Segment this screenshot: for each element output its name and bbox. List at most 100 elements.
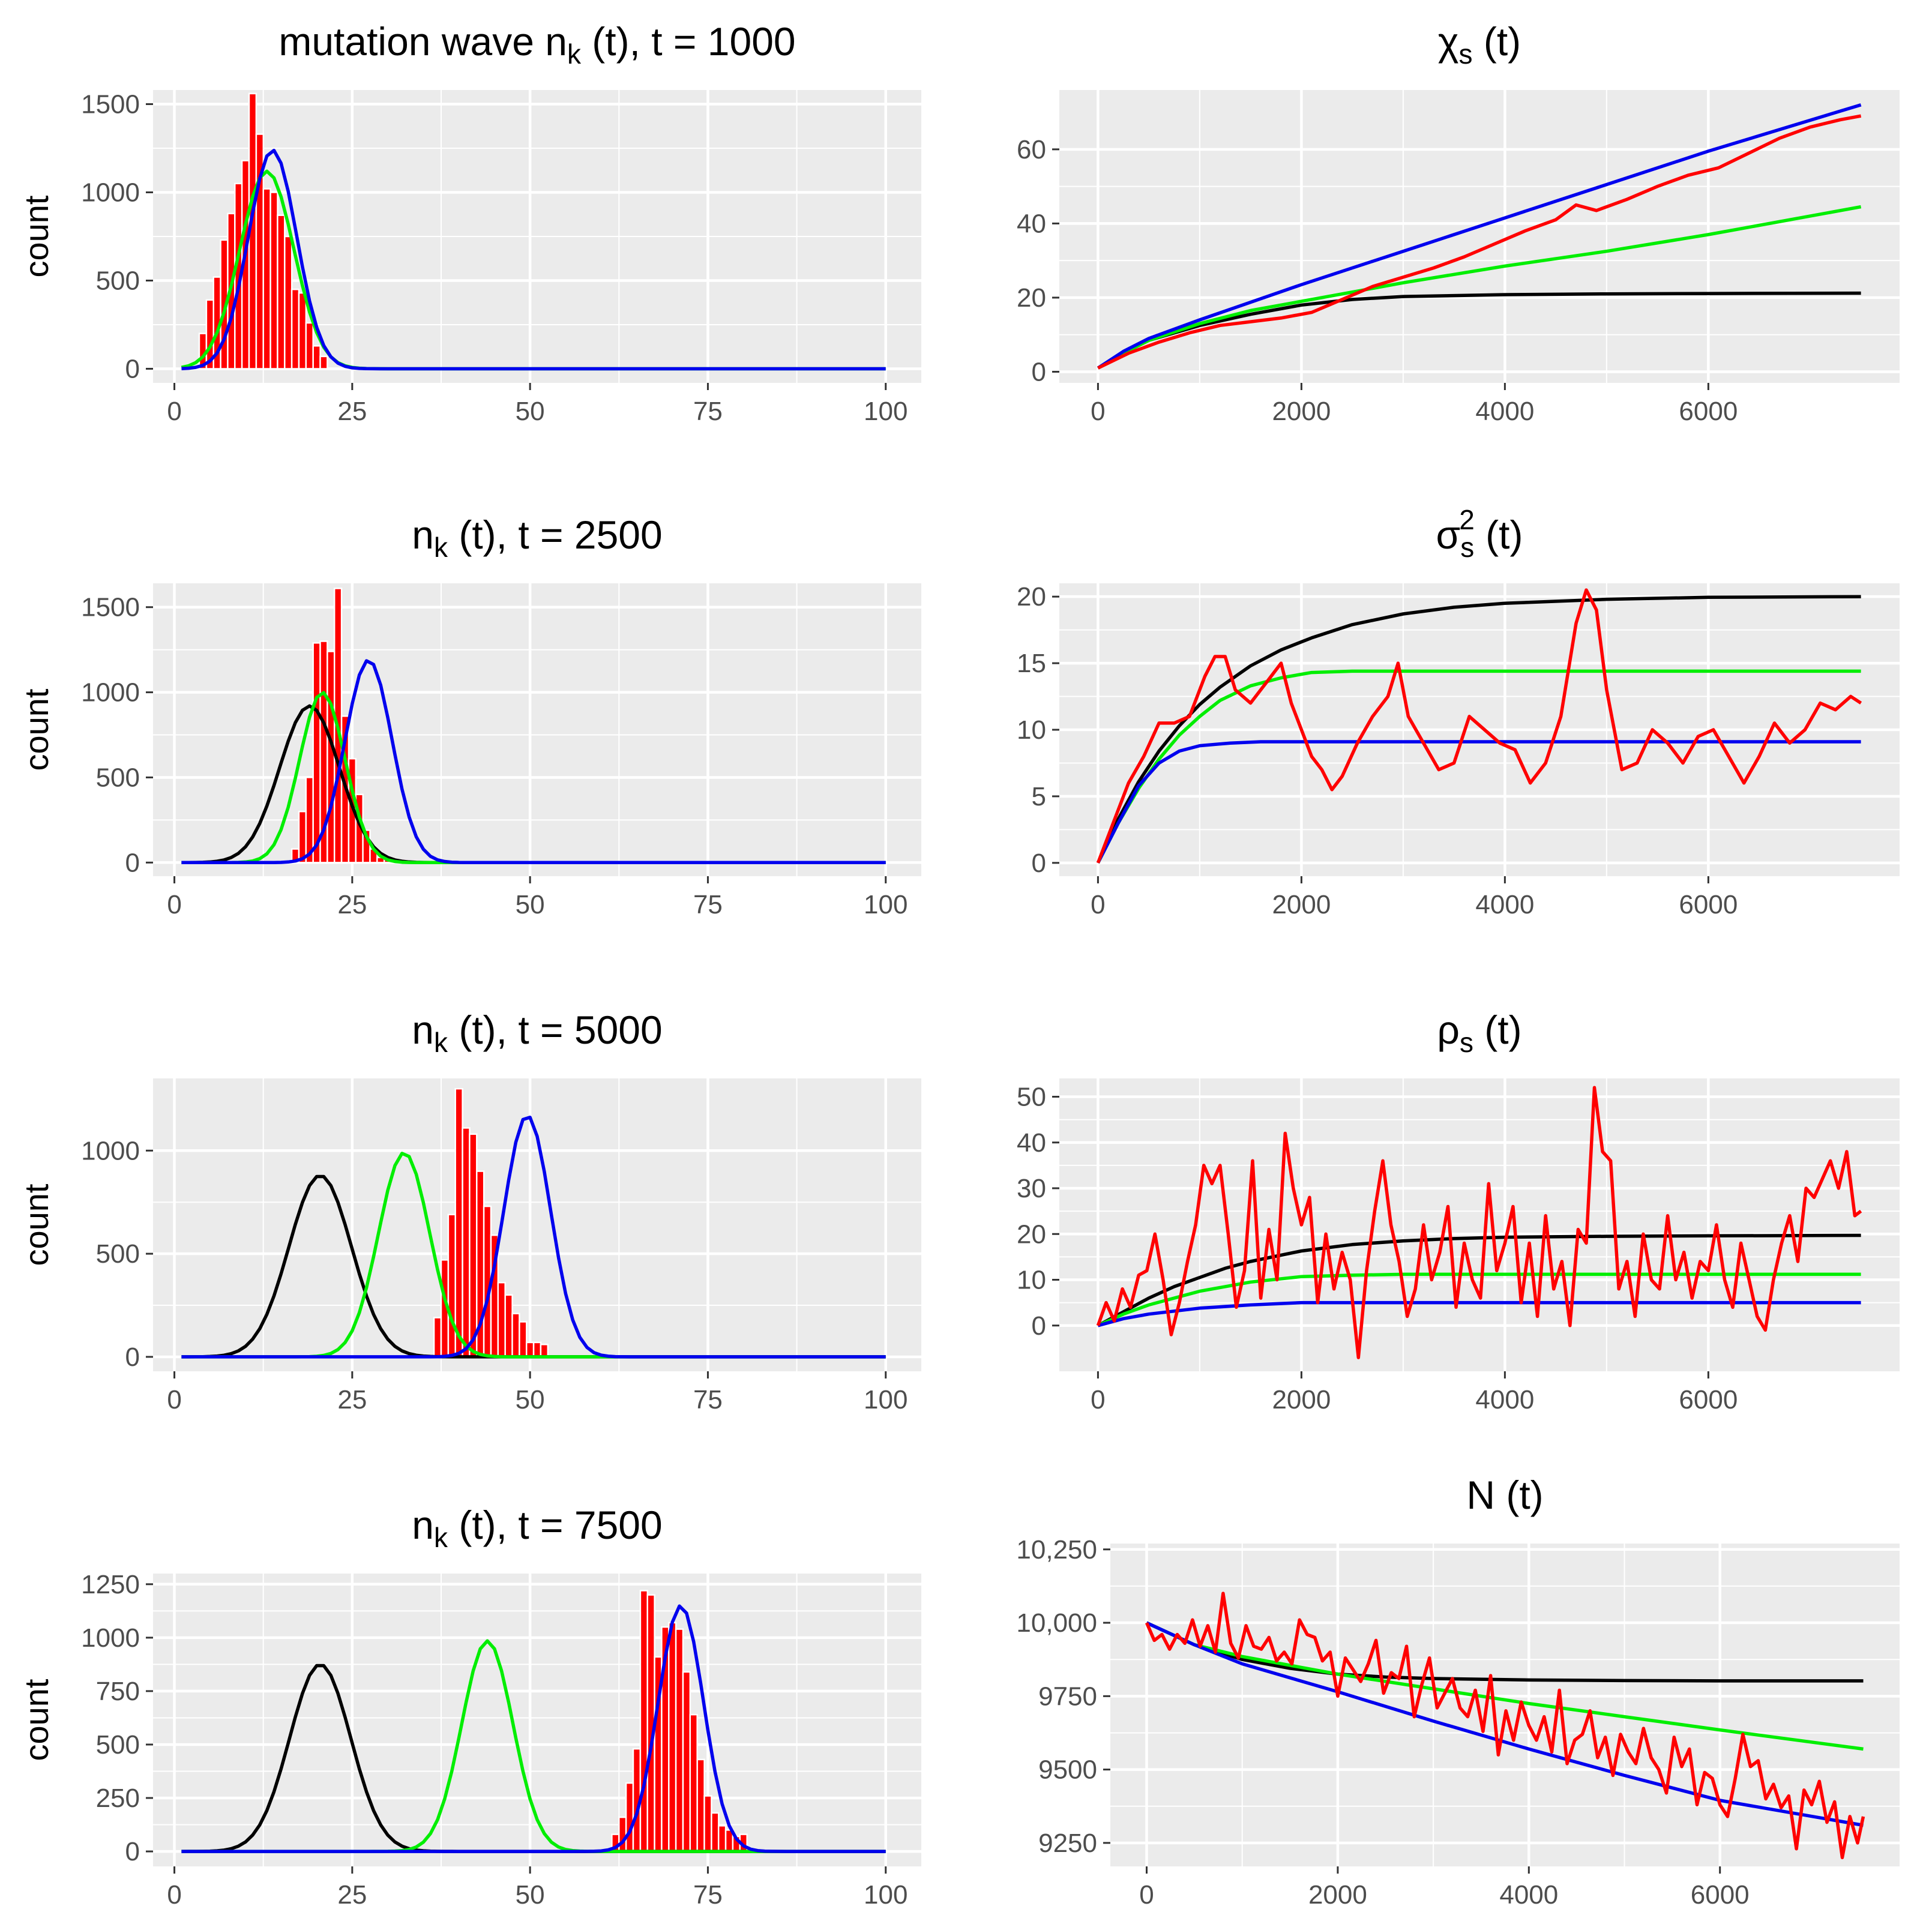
- x-tick-label: 2000: [1308, 1880, 1367, 1910]
- y-tick-label: 0: [1032, 1311, 1046, 1341]
- x-tick-label: 0: [167, 1880, 181, 1910]
- title-main: N: [1466, 1473, 1495, 1517]
- histogram-bar: [327, 651, 336, 864]
- x-tick-label: 4000: [1475, 397, 1534, 426]
- x-tick-label: 25: [337, 397, 367, 426]
- title-main: χ: [1438, 19, 1459, 64]
- plot-area: [153, 1078, 921, 1371]
- y-tick-label: 0: [125, 848, 140, 877]
- histogram-bar: [540, 1344, 549, 1358]
- x-tick-label: 25: [337, 890, 367, 919]
- data-layer: [1145, 1592, 1865, 1860]
- title-subscript: k: [434, 532, 448, 563]
- y-tick-label: 500: [96, 266, 140, 295]
- panel-title: nk (t), t = 2500: [412, 513, 662, 563]
- data-layer: [181, 588, 886, 865]
- histogram-bar: [305, 322, 314, 370]
- title-rest: (t), t = 1000: [581, 19, 796, 64]
- curve-model_c: [181, 1116, 886, 1359]
- y-tick-label: 1500: [81, 593, 140, 622]
- title-main: n: [412, 1008, 434, 1052]
- y-tick-label: 0: [125, 1837, 140, 1866]
- y-tick-label: 9250: [1038, 1829, 1097, 1858]
- curve-model_c: [181, 659, 886, 865]
- histogram-bar: [298, 292, 307, 370]
- x-tick-label: 25: [337, 1385, 367, 1414]
- x-tick-label: 100: [864, 890, 907, 919]
- histogram-bar: [269, 191, 278, 370]
- histogram-bar: [689, 1713, 698, 1853]
- histogram-bar: [668, 1622, 677, 1853]
- x-tick-label: 0: [167, 890, 181, 919]
- panel-title: nk (t), t = 5000: [412, 1008, 662, 1058]
- histogram-bar: [362, 829, 371, 864]
- histogram-bar: [454, 1087, 463, 1358]
- x-tick-label: 4000: [1475, 1385, 1534, 1414]
- title-subscript: s: [1460, 1027, 1473, 1058]
- x-tick-label: 6000: [1691, 1880, 1750, 1910]
- histogram-bar: [703, 1795, 712, 1853]
- x-tick-label: 100: [864, 397, 907, 426]
- y-tick-label: 15: [1017, 649, 1046, 678]
- series-model_a: [1146, 1621, 1864, 1683]
- series-model_c: [1097, 103, 1862, 370]
- y-tick-label: 1000: [81, 1623, 140, 1653]
- y-tick-label: 500: [96, 763, 140, 792]
- y-tick-label: 10: [1017, 1266, 1046, 1295]
- x-tick-label: 6000: [1679, 397, 1738, 426]
- plot-area: [1059, 90, 1900, 383]
- title-rest: (t), t = 5000: [448, 1008, 663, 1052]
- data-layer: [181, 1590, 886, 1853]
- panel-title: N (t): [1466, 1473, 1543, 1517]
- y-tick-label: 0: [1032, 357, 1046, 386]
- curve-model_c: [181, 148, 886, 371]
- histogram-bar: [696, 1758, 705, 1853]
- y-axis-label: count: [17, 1183, 55, 1266]
- data-layer: [1096, 1086, 1862, 1359]
- series-simulation: [1097, 114, 1862, 370]
- x-tick-label: 75: [693, 1385, 723, 1414]
- x-tick-label: 0: [167, 1385, 181, 1414]
- y-tick-label: 1000: [81, 178, 140, 208]
- y-tick-label: 0: [1032, 849, 1046, 878]
- x-tick-label: 2000: [1272, 890, 1331, 919]
- x-tick-label: 75: [693, 1880, 723, 1910]
- data-layer: [1097, 103, 1862, 370]
- x-tick-label: 2000: [1272, 397, 1331, 426]
- y-tick-label: 500: [96, 1730, 140, 1760]
- y-tick-label: 1500: [81, 90, 140, 119]
- x-tick-label: 75: [693, 397, 723, 426]
- title-subscript: k: [567, 38, 582, 70]
- series-model_a: [1096, 595, 1861, 864]
- plot-area: [1059, 1078, 1900, 1371]
- y-tick-label: 60: [1017, 135, 1046, 164]
- series-simulation: [1145, 1592, 1865, 1860]
- y-axis-label: count: [17, 688, 55, 771]
- y-tick-label: 20: [1017, 1219, 1046, 1249]
- x-tick-label: 50: [516, 1385, 545, 1414]
- histogram-bar: [717, 1825, 727, 1853]
- histogram-bar: [625, 1782, 634, 1853]
- y-tick-label: 10: [1017, 715, 1046, 745]
- title-main: n: [412, 1503, 434, 1547]
- x-tick-label: 4000: [1499, 1880, 1558, 1910]
- title-rest: (t): [1473, 1008, 1522, 1052]
- data-layer: [181, 92, 886, 371]
- panel-title: σs2 (t): [1436, 504, 1523, 563]
- x-tick-label: 25: [337, 1880, 367, 1910]
- y-tick-label: 50: [1017, 1083, 1046, 1112]
- y-tick-label: 9750: [1038, 1682, 1097, 1711]
- x-tick-label: 50: [516, 890, 545, 919]
- title-superscript: 2: [1459, 504, 1475, 535]
- plot-area: [153, 583, 921, 876]
- panel-chi: 0 2000 4000 6000 0 20 40 60 χs (t): [1017, 19, 1900, 426]
- y-tick-label: 1250: [81, 1570, 140, 1599]
- histogram-bar: [519, 1321, 528, 1358]
- histogram-bar: [277, 214, 286, 370]
- series-simulation: [1096, 588, 1862, 864]
- y-tick-label: 30: [1017, 1174, 1046, 1203]
- series-model_c: [1096, 740, 1861, 864]
